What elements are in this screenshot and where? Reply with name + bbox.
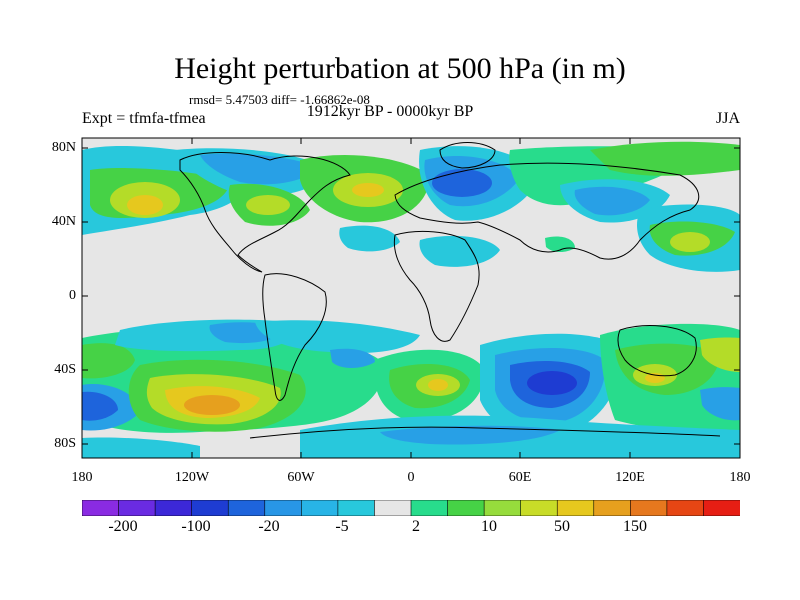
- lon-label-60e: 60E: [508, 470, 532, 485]
- season-label: JJA: [715, 110, 740, 127]
- north-america-outline: [179, 152, 351, 273]
- colorbar-label-neg5: -5: [335, 518, 349, 535]
- lon-label-60w: 60W: [287, 470, 315, 485]
- colorbar-swatch: [227, 500, 266, 516]
- colorbar-swatch: [593, 500, 632, 516]
- eurasia-outline: [394, 162, 700, 260]
- colorbar-swatch: [447, 500, 485, 516]
- colorbar-swatch: [301, 500, 339, 516]
- colorbar-swatch: [264, 500, 303, 516]
- south-america-outline: [262, 273, 327, 401]
- colorbar-swatch: [154, 500, 193, 516]
- lat-label-0: 0: [69, 288, 76, 303]
- period-label: 1912kyr BP - 0000kyr BP: [306, 103, 474, 120]
- colorbar-swatch: [374, 500, 412, 516]
- colorbar: [82, 500, 740, 516]
- colorbar-swatch: [410, 500, 449, 516]
- africa-outline: [393, 230, 480, 342]
- colorbar-label-neg100: -100: [181, 518, 211, 535]
- colorbar-swatch: [556, 500, 595, 516]
- colorbar-swatch: [483, 500, 522, 516]
- colorbar-swatch: [703, 500, 740, 516]
- lat-label-80n: 80N: [51, 140, 76, 155]
- colorbar-label-50: 50: [554, 518, 570, 535]
- colorbar-swatch: [337, 500, 376, 516]
- perturbation-field: [82, 141, 740, 458]
- lon-label-120e: 120E: [615, 470, 645, 485]
- australia-outline: [617, 325, 697, 377]
- lat-label-40s: 40S: [54, 362, 76, 377]
- colorbar-label-150: 150: [623, 518, 647, 535]
- greenland-outline: [439, 142, 496, 169]
- sh-anomalies: [82, 319, 740, 458]
- lat-label-40n: 40N: [51, 214, 76, 229]
- experiment-label: Expt = tfmfa-tfmea: [82, 110, 206, 127]
- colorbar-swatch: [666, 500, 705, 516]
- antarctica-outline: [249, 426, 721, 439]
- colorbar-label-neg200: -200: [108, 518, 138, 535]
- colorbar-swatch: [520, 500, 559, 516]
- map-title: Height perturbation at 500 hPa (in m): [174, 52, 626, 85]
- lon-label-120w: 120W: [174, 470, 210, 485]
- colorbar-label-10: 10: [481, 518, 497, 535]
- lon-label-180w: 180: [71, 470, 93, 485]
- lat-label-80s: 80S: [54, 436, 76, 451]
- lon-label-180e: 180: [729, 470, 751, 485]
- colorbar-label-2: 2: [412, 518, 420, 535]
- lon-label-0: 0: [407, 470, 415, 485]
- coastlines: [179, 142, 721, 439]
- stats-line: rmsd= 5.47503 diff= -1.66862e-08: [189, 92, 370, 107]
- axis-ticks: [81, 138, 741, 458]
- colorbar-swatch: [82, 500, 120, 516]
- colorbar-label-neg20: -20: [258, 518, 280, 535]
- colorbar-swatch: [118, 500, 156, 516]
- colorbar-swatch: [630, 500, 668, 516]
- colorbar-swatch: [191, 500, 230, 516]
